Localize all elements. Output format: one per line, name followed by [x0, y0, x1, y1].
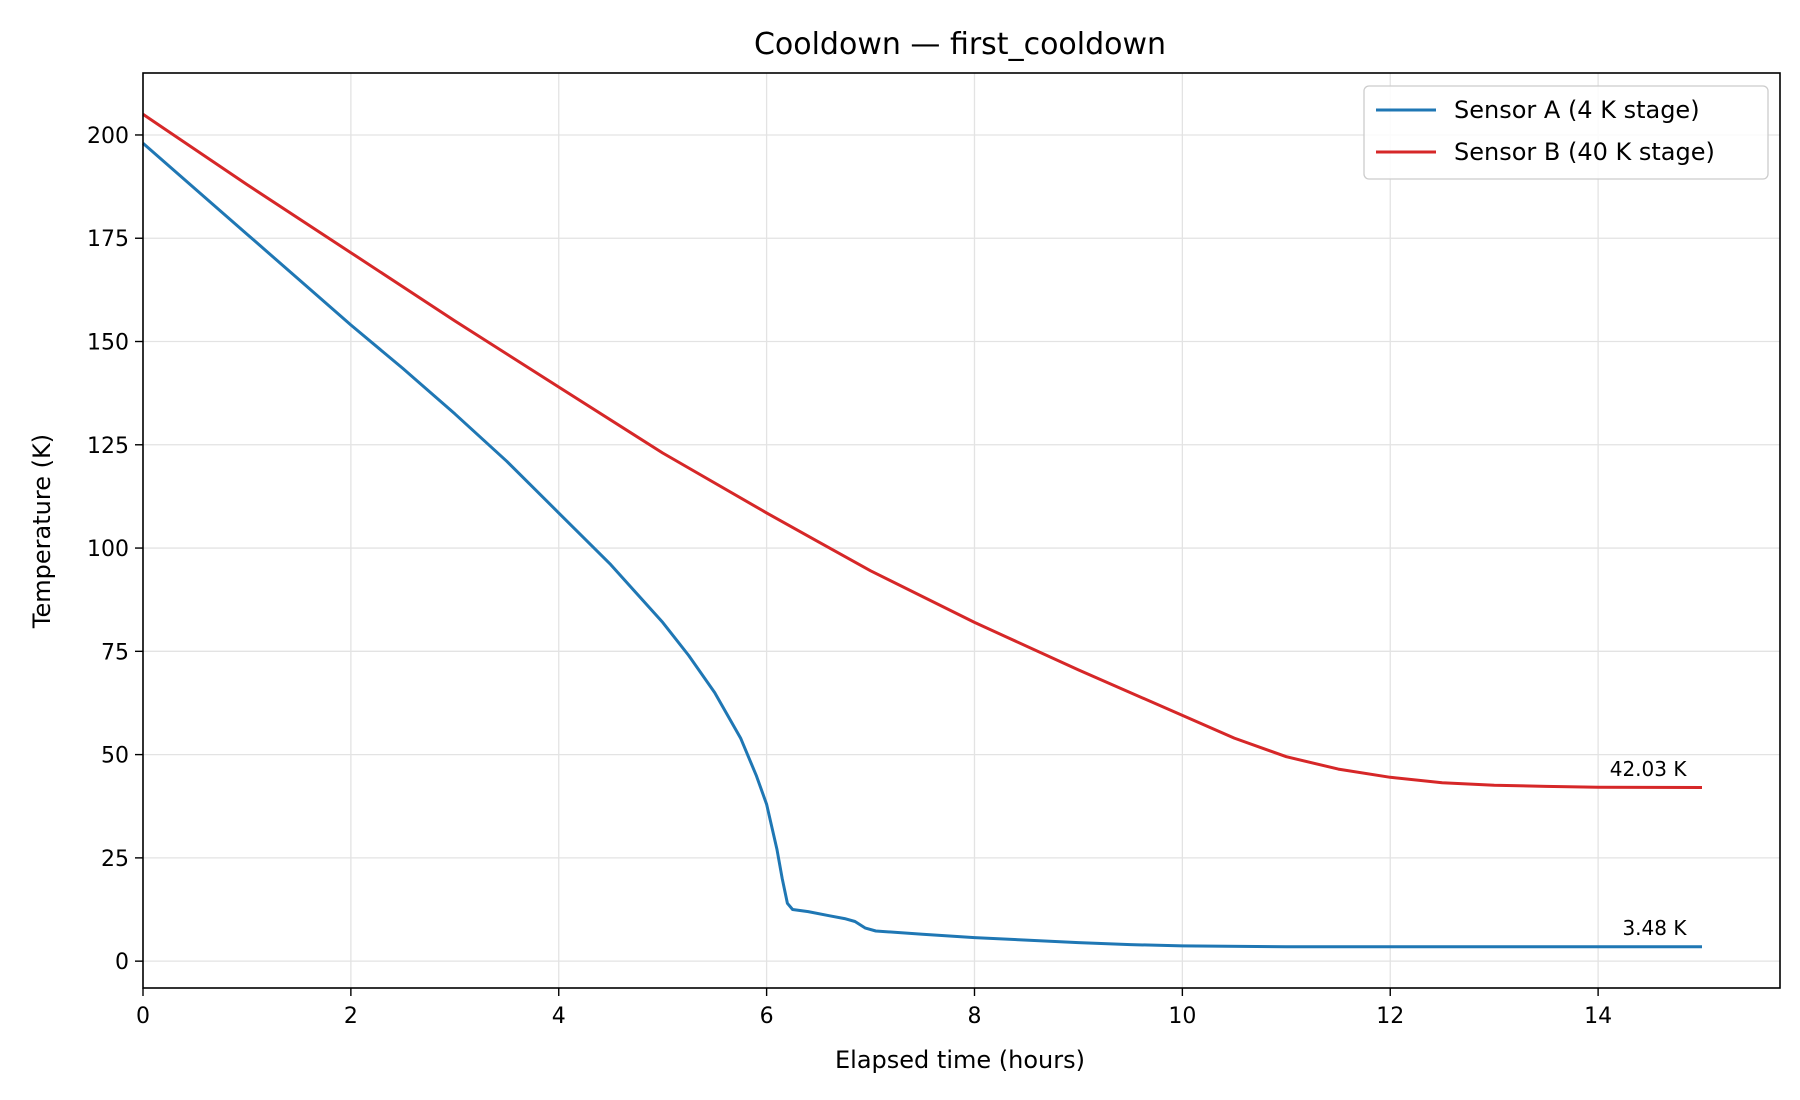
y-tick-label: 175	[87, 227, 129, 252]
legend: Sensor A (4 K stage) Sensor B (40 K stage…	[1363, 85, 1769, 180]
y-tick-label: 75	[101, 640, 129, 665]
y-tick-label: 150	[87, 331, 129, 356]
y-tick-label: 125	[87, 434, 129, 459]
y-tick-label: 50	[101, 744, 129, 769]
series-line-sensor-a	[142, 142, 1703, 949]
x-tick-label: 8	[967, 1004, 981, 1029]
x-tick-label: 10	[1168, 1004, 1196, 1029]
y-tick-label: 25	[101, 847, 129, 872]
plot-frame	[142, 72, 1781, 989]
x-tick-label: 0	[136, 1004, 150, 1029]
y-axis-label: Temperature (K)	[28, 434, 56, 629]
y-tick-label: 100	[87, 537, 129, 562]
x-tick-label: 6	[760, 1004, 774, 1029]
annotation-label-sensor-b: 42.03 K	[1610, 757, 1688, 781]
legend-label-sensor-b: Sensor B (40 K stage)	[1454, 138, 1715, 166]
chart-title: Cooldown — first_cooldown	[754, 27, 1166, 62]
y-tick-label: 200	[87, 124, 129, 149]
x-axis-label: Elapsed time (hours)	[835, 1046, 1085, 1074]
x-tick-label: 4	[552, 1004, 566, 1029]
annotations: 42.03 K 3.48 K	[1610, 757, 1688, 940]
x-tick-label: 2	[344, 1004, 358, 1029]
x-tick-label: 12	[1376, 1004, 1404, 1029]
legend-box	[1363, 85, 1769, 180]
legend-label-sensor-a: Sensor A (4 K stage)	[1454, 96, 1700, 124]
y-tick-label: 0	[115, 950, 129, 975]
series-lines	[142, 113, 1703, 949]
x-tick-label: 14	[1584, 1004, 1612, 1029]
annotation-label-sensor-a: 3.48 K	[1622, 916, 1687, 940]
grid	[142, 73, 1780, 988]
axis-ticks: 0 2 4 6 8 10 12 14 0 25 50 75 100 125 150 175 200	[87, 124, 1612, 1029]
series-line-sensor-b	[142, 113, 1703, 789]
